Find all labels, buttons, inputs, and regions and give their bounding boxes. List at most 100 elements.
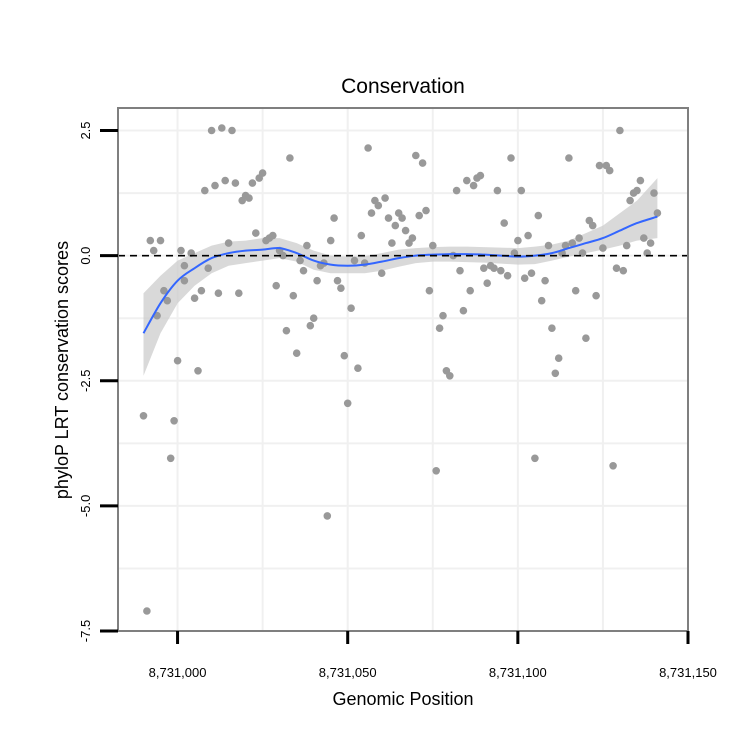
data-point: [218, 124, 226, 132]
data-point: [357, 231, 366, 240]
data-point: [446, 372, 454, 380]
data-point: [493, 186, 502, 195]
data-point: [333, 276, 342, 285]
data-point: [463, 176, 471, 185]
data-point: [456, 266, 464, 275]
x-tick-label: 8,731,000: [149, 665, 207, 680]
data-point: [309, 314, 318, 323]
data-point: [190, 294, 199, 303]
data-point: [289, 291, 298, 300]
data-point: [497, 266, 505, 275]
data-point: [180, 276, 189, 285]
data-point: [166, 454, 175, 463]
data-point: [626, 196, 634, 205]
data-point: [588, 221, 597, 230]
data-point: [269, 231, 277, 240]
x-tick-label: 8,731,050: [319, 665, 377, 680]
data-point: [340, 351, 349, 360]
data-point: [248, 179, 257, 187]
data-point: [483, 279, 492, 288]
smooth-line-layer: [142, 215, 658, 334]
grid: [118, 108, 688, 631]
data-point: [201, 186, 209, 195]
data-point: [139, 412, 148, 420]
data-point: [279, 251, 287, 260]
data-point: [646, 239, 655, 247]
data-point: [599, 244, 607, 252]
data-point: [221, 176, 229, 185]
data-point: [204, 264, 212, 273]
data-point: [476, 171, 485, 180]
data-point: [568, 239, 577, 247]
data-point: [551, 369, 560, 378]
data-point: [527, 269, 536, 278]
y-tick-label: -7.5: [78, 620, 93, 642]
data-point: [418, 159, 427, 167]
data-point: [622, 241, 631, 250]
data-point: [582, 334, 590, 343]
data-point: [292, 349, 301, 358]
data-point: [480, 264, 488, 273]
data-point: [367, 209, 376, 217]
data-point: [326, 236, 335, 245]
data-point: [146, 236, 155, 245]
data-point: [388, 239, 396, 247]
data-point: [605, 166, 614, 175]
y-tick-label: -5.0: [78, 495, 93, 517]
data-point: [439, 311, 447, 320]
data-point: [173, 356, 182, 365]
data-point: [235, 289, 243, 298]
data-point: [160, 286, 168, 295]
data-point: [350, 256, 359, 265]
data-point: [299, 266, 308, 275]
data-point: [429, 241, 437, 250]
data-point: [520, 274, 529, 283]
data-point: [571, 286, 580, 295]
y-tick-label: 0.0: [78, 247, 93, 265]
data-point: [541, 276, 549, 285]
ribbon-area: [143, 178, 658, 376]
chart-title: Conservation: [341, 75, 465, 98]
data-point: [537, 296, 546, 305]
data-point: [517, 186, 526, 195]
confidence-ribbon: [143, 178, 658, 376]
data-point: [180, 261, 189, 270]
x-axis: 8,731,000 8,731,050 8,731,100 8,731,150: [149, 631, 717, 680]
data-point: [391, 221, 400, 230]
data-point: [507, 154, 515, 162]
data-point: [149, 246, 158, 255]
data-point: [422, 206, 430, 215]
smooth-line: [142, 215, 658, 334]
data-point: [616, 126, 624, 135]
data-point: [282, 326, 291, 335]
data-point: [503, 271, 512, 280]
data-point: [514, 236, 522, 245]
data-point: [561, 241, 570, 250]
data-point: [435, 324, 444, 333]
data-point: [156, 236, 165, 245]
x-axis-title: Genomic Position: [332, 689, 473, 709]
data-point: [524, 231, 532, 240]
data-point: [377, 269, 386, 278]
data-point: [347, 304, 355, 313]
data-point: [653, 209, 662, 217]
data-point: [306, 321, 315, 330]
data-point: [228, 126, 236, 135]
data-point: [609, 462, 617, 470]
data-point: [544, 241, 553, 250]
data-point: [650, 189, 658, 197]
data-point: [231, 179, 240, 187]
data-point: [194, 367, 202, 375]
data-point: [575, 234, 583, 242]
x-tick-label: 8,731,100: [489, 665, 547, 680]
data-point: [272, 281, 281, 290]
data-point: [640, 234, 648, 242]
data-point: [343, 399, 352, 408]
data-point: [252, 229, 260, 237]
y-tick-label: 2.5: [78, 121, 93, 139]
data-point: [531, 454, 539, 463]
data-point: [452, 186, 461, 195]
data-point: [548, 324, 556, 333]
data-point: [469, 181, 478, 190]
data-point: [398, 214, 406, 222]
